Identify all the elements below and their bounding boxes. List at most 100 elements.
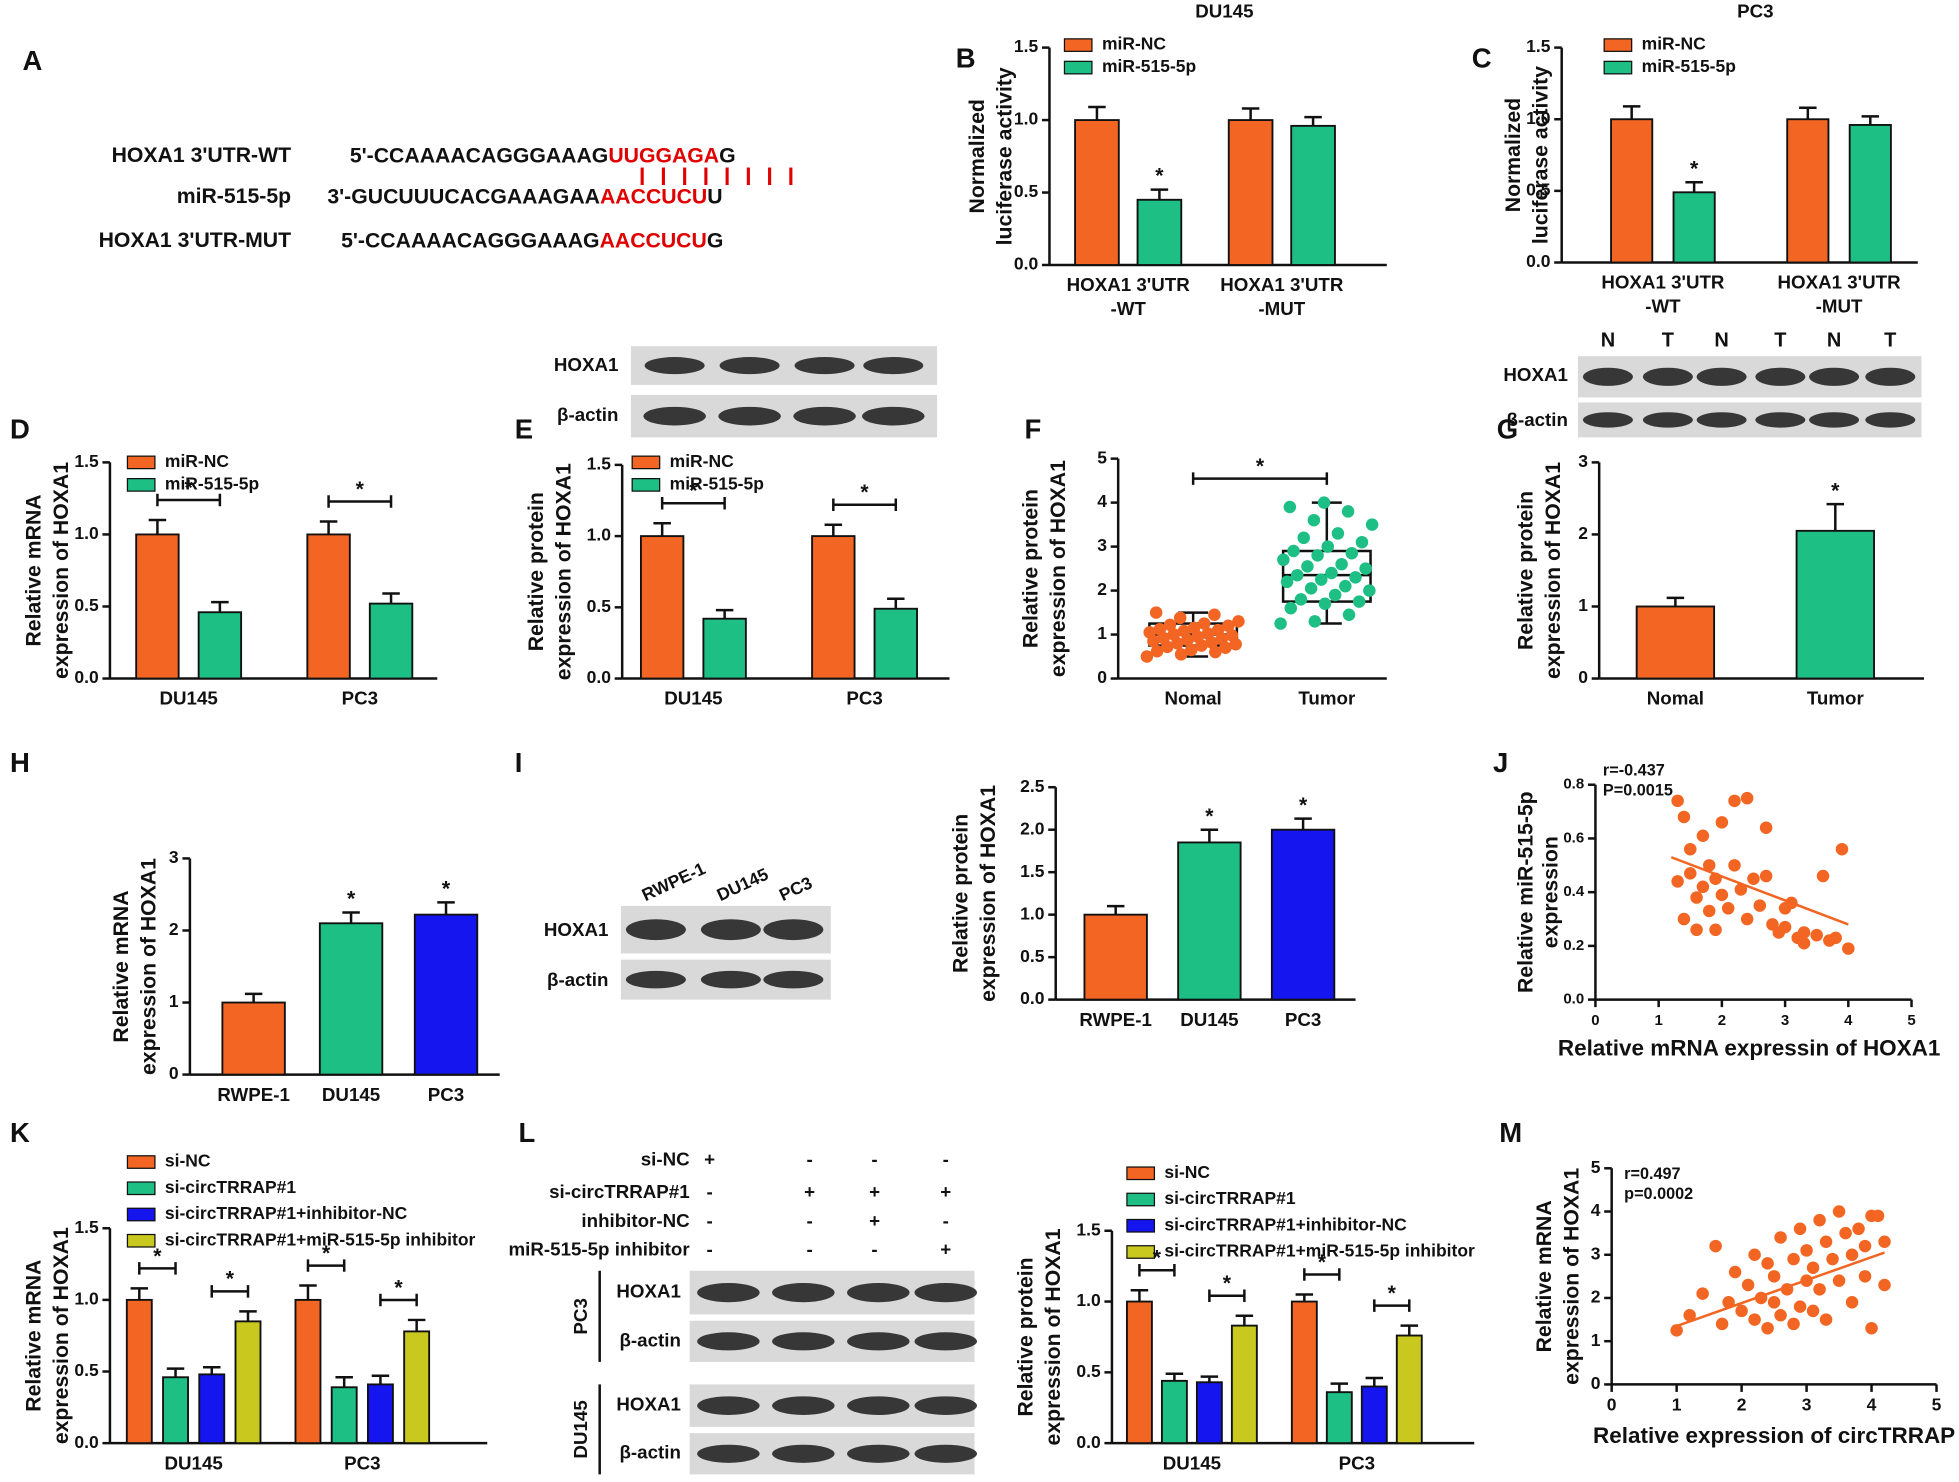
data-point — [1774, 1309, 1787, 1322]
panel-label: C — [1472, 42, 1492, 73]
treatment-sign: - — [707, 1239, 713, 1260]
annotation: r=0.497 — [1624, 1165, 1680, 1183]
data-point — [1774, 1231, 1787, 1244]
bar — [135, 533, 180, 680]
data-point — [1311, 549, 1324, 562]
y-tick-label: 0 — [1578, 667, 1588, 687]
data-point — [1806, 1304, 1820, 1318]
y-axis-label: Relative protein — [1514, 491, 1537, 650]
blot-row-label: β-actin — [619, 1329, 680, 1350]
data-point — [1317, 496, 1331, 509]
blot-band — [1642, 367, 1693, 386]
x-tick-label: Nomal — [1647, 688, 1704, 709]
error-bar — [382, 592, 400, 604]
bar — [1635, 605, 1716, 680]
sequence: 5'-CCAAAACAGGGAAAGUUGGAGAG — [350, 144, 736, 167]
treatment-sign: - — [871, 1239, 877, 1260]
data-point — [1173, 611, 1187, 625]
sequence-part: U — [707, 185, 722, 208]
legend-label: miR-NC — [670, 451, 734, 471]
x-tick-label: HOXA1 3'UTR — [1067, 274, 1191, 295]
y-axis-label: Relative miR-515-5p — [1514, 791, 1537, 993]
error-bar — [887, 597, 905, 609]
legend-swatch — [126, 455, 156, 470]
blot-band — [862, 406, 925, 426]
significance-label: * — [1155, 165, 1164, 188]
data-point — [1702, 904, 1716, 918]
fit-line — [1676, 1251, 1885, 1328]
data-point — [1355, 535, 1369, 549]
legend-label: si-circTRRAP#1+inhibitor-NC — [1164, 1214, 1407, 1234]
y-axis-label: expression of HOXA1 — [50, 462, 73, 679]
panel-label: F — [1024, 413, 1041, 444]
data-point — [1845, 1248, 1859, 1261]
lane-label: T — [1662, 329, 1674, 351]
y-tick-label: 0.0 — [587, 667, 611, 687]
y-axis-label: expression — [1539, 836, 1562, 948]
error-bar — [371, 1374, 390, 1385]
y-tick-label: 1.0 — [74, 1289, 98, 1309]
treatment-label: inhibitor-NC — [581, 1210, 690, 1231]
data-point — [1225, 629, 1239, 642]
blot-band — [1582, 412, 1633, 428]
seed-region: AACCUCU — [600, 229, 707, 252]
y-tick-label: 1.0 — [1014, 109, 1038, 129]
data-point — [1149, 606, 1163, 619]
data-point — [1845, 1296, 1859, 1309]
bar — [1195, 1381, 1223, 1445]
blot-band — [697, 1332, 760, 1351]
data-point — [1690, 891, 1703, 904]
data-point — [1761, 1321, 1774, 1335]
x-tick-label: Nomal — [1165, 688, 1222, 709]
data-point — [1832, 1205, 1846, 1218]
treatment-sign: - — [806, 1239, 812, 1260]
x-tick-label: PC3 — [344, 1452, 380, 1473]
x-tick-label: -WT — [1110, 298, 1146, 319]
lane-label: T — [1774, 329, 1786, 351]
error-bar — [1295, 1293, 1314, 1302]
panel-label: M — [1499, 1117, 1522, 1148]
data-point — [1842, 942, 1855, 955]
data-point — [1345, 546, 1359, 560]
western-blots — [598, 346, 1922, 1475]
error-bar — [715, 608, 734, 619]
blot-row-label: β-actin — [619, 1442, 680, 1463]
legend-swatch — [1603, 60, 1633, 75]
data-point — [1748, 1248, 1761, 1261]
data-point — [1865, 1321, 1878, 1335]
blot-band — [847, 1282, 910, 1303]
error-bar — [1799, 106, 1817, 120]
error-bar — [1304, 115, 1322, 126]
data-point — [1748, 1313, 1761, 1326]
blot-band — [697, 1396, 760, 1416]
legend-swatch — [1126, 1166, 1156, 1181]
error-bar — [335, 1375, 353, 1388]
significance-bracket — [660, 497, 726, 510]
significance-label: * — [153, 1245, 162, 1268]
y-tick-label: 0.5 — [74, 595, 99, 615]
data-point — [1301, 560, 1314, 573]
y-tick-label: 1 — [169, 991, 179, 1011]
y-axis-label: luciferase activity — [993, 67, 1016, 245]
bar — [639, 535, 685, 680]
y-axis-label: Relative protein — [950, 814, 973, 973]
data-point — [1208, 608, 1221, 622]
x-tick-label: DU145 — [1163, 1452, 1221, 1473]
data-point — [1359, 562, 1372, 575]
data-point — [1715, 816, 1729, 829]
data-point — [1759, 869, 1773, 883]
bar — [162, 1376, 189, 1445]
y-tick-label: 0.5 — [587, 596, 612, 616]
y-tick-label: 1.5 — [1076, 1219, 1101, 1239]
x-tick-label: Tumor — [1298, 688, 1355, 709]
panel-label: G — [1497, 413, 1518, 444]
bar — [1160, 1379, 1188, 1445]
x-tick-label: DU145 — [164, 1452, 222, 1473]
x-tick-label: 2 — [1737, 1394, 1747, 1414]
y-tick-label: 4 — [1097, 491, 1107, 511]
y-axis-label: Relative mRNA — [23, 1260, 46, 1412]
treatment-sign: - — [806, 1149, 812, 1170]
y-tick-label: 0 — [169, 1063, 179, 1083]
legend-label: miR-NC — [1642, 34, 1706, 54]
y-axis-label: Relative mRNA — [23, 494, 46, 646]
